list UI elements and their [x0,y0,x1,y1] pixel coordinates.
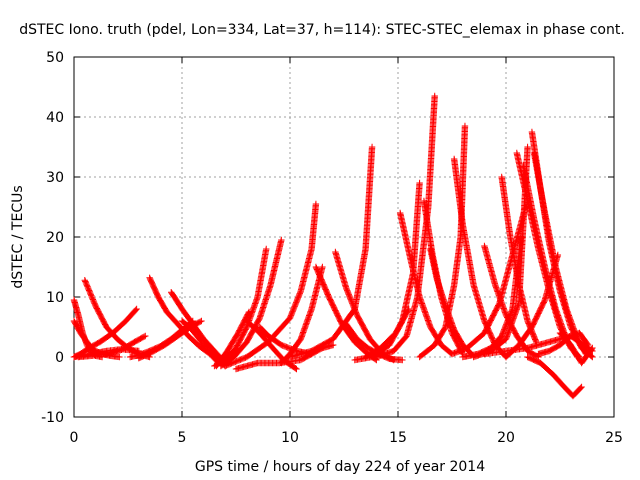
plus-point [577,384,584,392]
y-axis-label: dSTEC / TECUs [10,185,26,288]
y-tick-label: -10 [41,410,64,426]
y-tick-label: 20 [46,230,64,246]
y-tick-labels: -10 0 10 20 30 40 50 [41,50,64,426]
data-series [362,305,412,361]
plus-point [368,143,376,151]
plus-point [404,307,412,314]
plus-point [245,308,253,316]
plus-point [405,305,412,313]
y-tick-label: 40 [46,110,64,126]
plus-point [263,245,270,253]
chart-title: dSTEC Iono. truth (pdel, Lon=334, Lat=37… [19,22,625,38]
x-tick-label: 20 [497,430,515,446]
x-tick-label: 0 [70,430,79,446]
y-tick-label: 0 [55,350,64,366]
plus-point [245,310,252,317]
plus-point [589,344,596,352]
plus-point [578,383,585,391]
plus-point [431,92,438,100]
plus-point [589,353,596,361]
x-axis-label: GPS time / hours of day 224 of year 2014 [195,459,485,475]
data-series [70,346,142,361]
y-tick-label: 10 [46,290,64,306]
data-series [286,143,376,361]
plus-point [524,143,531,151]
data-series [243,317,300,373]
grid [74,57,614,417]
data-series [342,320,406,364]
plus-point [554,251,562,259]
x-tick-label: 15 [389,430,407,446]
plus-point [197,318,204,325]
plus-point [297,289,304,296]
plus-point [532,337,539,344]
data-series [396,209,456,358]
data-series [556,329,596,367]
plus-point [416,179,423,187]
data-series [213,308,253,370]
data-marks [70,92,596,400]
data-series [520,161,581,361]
plus-point [399,356,406,364]
data-series [427,245,475,358]
plus-point [293,365,300,373]
plus-point [330,341,337,349]
plus-point [319,263,326,271]
plus-point [140,333,148,340]
plus-point [461,122,469,130]
plus-point [292,365,299,372]
plus-point [312,200,320,208]
plus-point [584,340,591,348]
y-tick-label: 50 [46,50,64,66]
data-series [530,149,590,358]
plus-point [142,332,149,340]
data-series [524,353,585,400]
data-series [168,289,229,367]
plus-point [198,317,205,325]
x-tick-label: 10 [281,430,299,446]
plus-point [132,306,139,314]
plus-point [584,341,592,349]
y-tick-label: 30 [46,170,64,186]
plus-point [133,305,140,313]
x-tick-labels: 0 5 10 15 20 25 [70,430,623,446]
data-series [481,242,542,361]
x-tick-label: 5 [178,430,187,446]
x-tick-label: 25 [605,430,623,446]
plus-point [588,345,595,353]
plus-point [278,236,285,244]
plus-point [116,353,123,361]
data-series [312,263,380,364]
